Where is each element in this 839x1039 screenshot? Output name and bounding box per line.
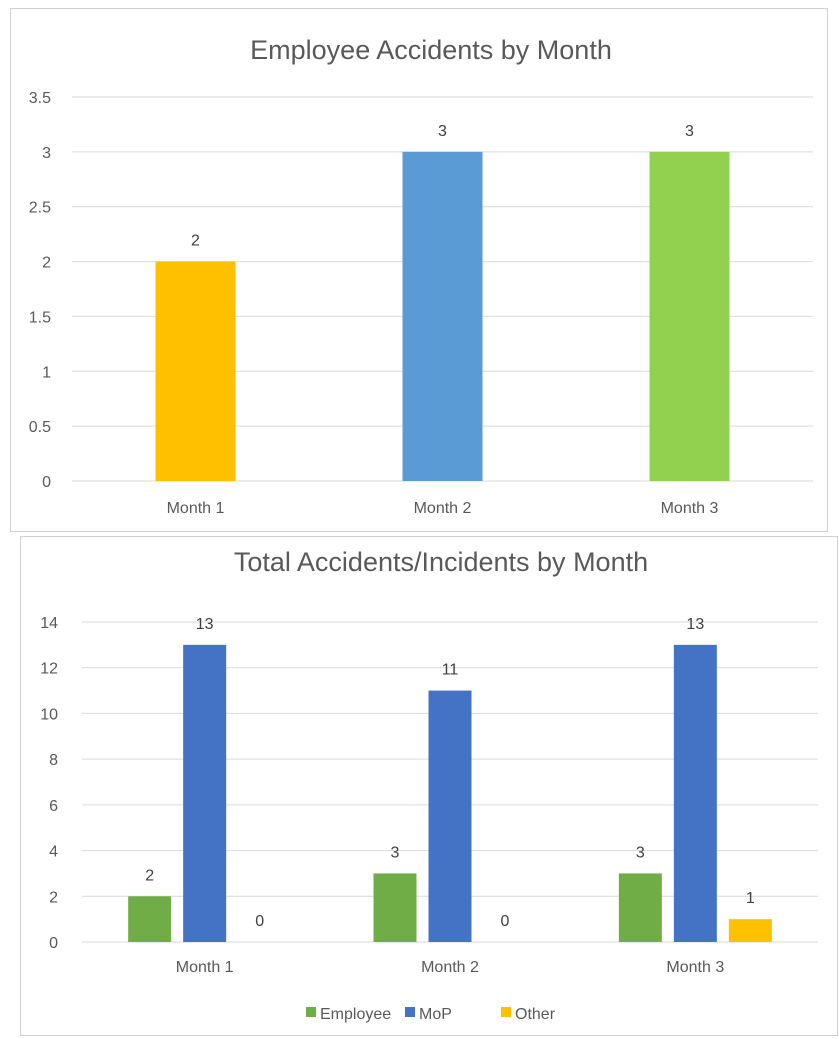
y-tick-label: 0 xyxy=(42,474,51,491)
data-label: 13 xyxy=(686,616,704,633)
y-tick-label: 8 xyxy=(49,752,58,769)
y-tick-label: 12 xyxy=(40,661,58,678)
data-label: 3 xyxy=(438,123,447,140)
bar-employee xyxy=(373,873,417,942)
y-tick-label: 6 xyxy=(49,798,58,815)
x-tick-label: Month 3 xyxy=(666,959,724,976)
data-label: 11 xyxy=(442,662,459,679)
y-tick-label: 1 xyxy=(42,364,51,381)
y-tick-label: 4 xyxy=(49,844,58,861)
y-tick-label: 1.5 xyxy=(29,309,51,326)
chart-title: Employee Accidents by Month xyxy=(250,35,612,65)
bar xyxy=(402,151,483,481)
data-label: 3 xyxy=(391,844,400,861)
legend-swatch xyxy=(405,1007,415,1017)
y-tick-label: 2 xyxy=(42,255,51,272)
bar-employee xyxy=(618,873,662,942)
x-tick-label: Month 2 xyxy=(414,500,472,517)
bar xyxy=(649,151,730,481)
x-tick-label: Month 3 xyxy=(661,500,719,517)
employee-accidents-chart-svg: Employee Accidents by Month 0 0.5 1 1.5 2 2.5… xyxy=(29,35,813,517)
y-tick-label: 0.5 xyxy=(29,419,51,436)
legend: Employee MoP Other xyxy=(306,1006,556,1023)
total-accidents-chart: Total Accidents/Incidents by Month 0 2 4 6 8… xyxy=(20,536,838,1036)
data-label: 1 xyxy=(746,890,755,907)
bar-mop xyxy=(183,644,227,942)
legend-swatch xyxy=(306,1007,316,1017)
y-tick-label: 2 xyxy=(49,889,58,906)
data-label: 3 xyxy=(685,123,694,140)
y-tick-label: 2.5 xyxy=(29,200,51,217)
employee-accidents-chart: Employee Accidents by Month 0 0.5 1 1.5 2 2.5… xyxy=(10,8,828,532)
x-tick-label: Month 1 xyxy=(176,959,234,976)
y-tick-label: 0 xyxy=(49,935,58,952)
bar-mop xyxy=(673,644,717,942)
data-label: 0 xyxy=(255,913,264,930)
bar-employee xyxy=(128,896,172,942)
bar-other xyxy=(728,919,772,942)
data-label: 3 xyxy=(636,844,645,861)
y-tick-label: 3 xyxy=(42,145,51,162)
y-tick-label: 10 xyxy=(40,706,58,723)
y-tick-label: 3.5 xyxy=(29,90,51,107)
legend-label: MoP xyxy=(419,1006,452,1023)
data-label: 13 xyxy=(196,616,214,633)
data-label: 0 xyxy=(501,913,510,930)
data-label: 2 xyxy=(145,867,154,884)
chart-title: Total Accidents/Incidents by Month xyxy=(234,547,648,577)
legend-label: Employee xyxy=(320,1006,391,1023)
bar xyxy=(155,261,236,481)
x-tick-label: Month 1 xyxy=(167,500,225,517)
legend-label: Other xyxy=(515,1006,556,1023)
legend-swatch xyxy=(501,1007,511,1017)
bar-mop xyxy=(428,690,472,942)
x-tick-label: Month 2 xyxy=(421,959,479,976)
y-tick-label: 14 xyxy=(40,615,58,632)
data-label: 2 xyxy=(191,233,200,250)
total-accidents-chart-svg: Total Accidents/Incidents by Month 0 2 4 6 8… xyxy=(40,547,818,1023)
